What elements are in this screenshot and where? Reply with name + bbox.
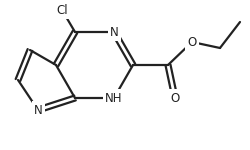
Text: NH: NH — [105, 92, 123, 105]
Text: Cl: Cl — [56, 3, 68, 16]
Text: O: O — [188, 36, 196, 48]
Text: N: N — [110, 26, 118, 39]
Text: O: O — [170, 92, 179, 105]
Text: N: N — [34, 103, 42, 117]
